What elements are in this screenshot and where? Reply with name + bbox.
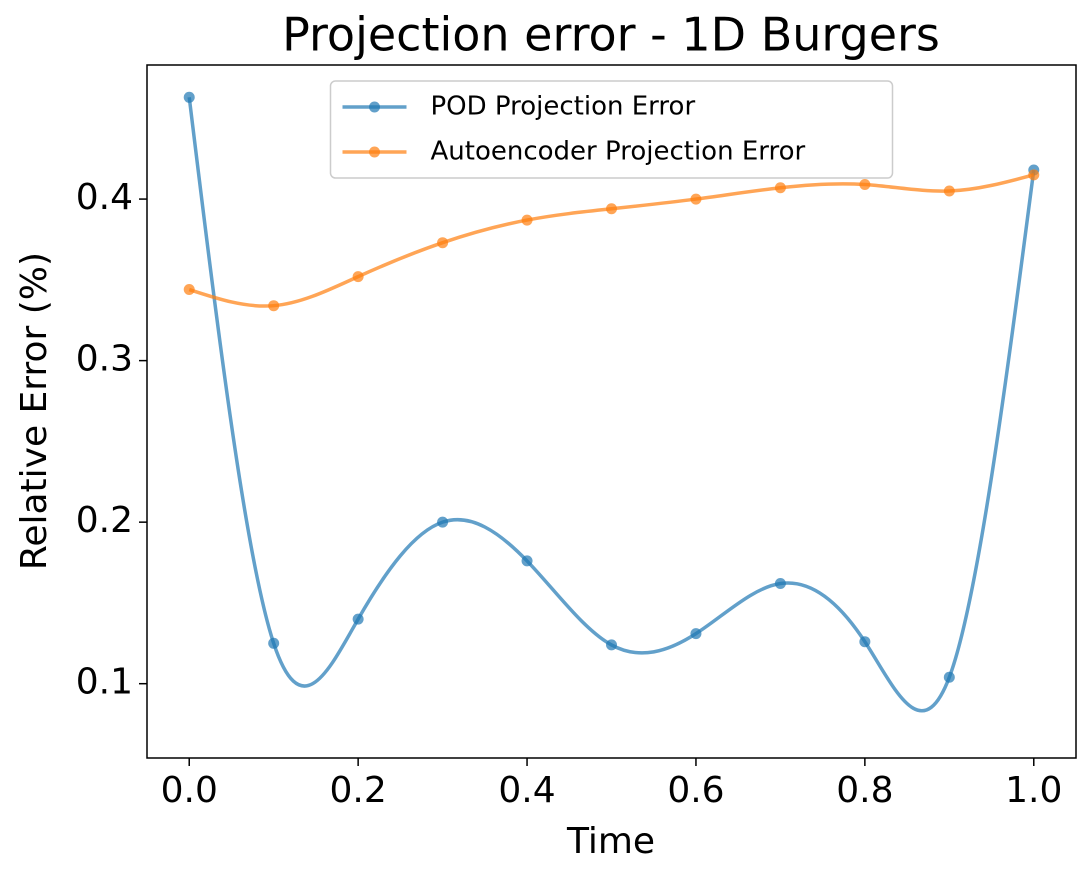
data-point [352,613,364,625]
data-point [521,214,533,226]
data-point [268,637,280,649]
x-tick-label: 0.4 [498,770,555,811]
series-line [187,97,1036,713]
data-point [774,182,786,194]
data-point [521,555,533,567]
data-point [690,628,702,640]
x-tick-label: 0.8 [836,770,893,811]
data-point [437,516,449,528]
data-point [690,193,702,205]
legend-label: POD Projection Error [431,92,696,122]
y-tick-label: 0.3 [76,339,133,380]
x-tick-label: 0.2 [330,770,387,811]
plot-frame [146,64,1077,759]
data-point [859,636,871,648]
x-axis-label: Time [566,821,655,862]
data-point [183,91,195,103]
data-point [437,237,449,249]
data-point [606,203,617,215]
data-point [774,578,786,590]
data-point [1028,169,1040,181]
legend-marker [369,146,380,158]
data-point [943,671,955,683]
data-point [268,300,280,312]
legend-marker [369,101,380,113]
data-point [859,179,871,191]
y-tick-label: 0.1 [76,662,133,703]
data-point [183,284,195,296]
data-point [606,639,617,651]
x-tick-label: 1.0 [1005,770,1062,811]
legend-box [329,80,894,179]
y-axis-label: Relative Error (%) [14,252,55,570]
x-tick-label: 0.0 [161,770,218,811]
chart-title: Projection error - 1D Burgers [282,8,940,62]
series-line [188,173,1035,308]
y-tick-label: 0.2 [76,500,133,541]
legend-label: Autoencoder Projection Error [431,137,806,167]
y-tick-label: 0.4 [76,177,133,218]
data-point [352,271,364,283]
x-tick-label: 0.6 [667,770,724,811]
data-point [943,185,955,197]
